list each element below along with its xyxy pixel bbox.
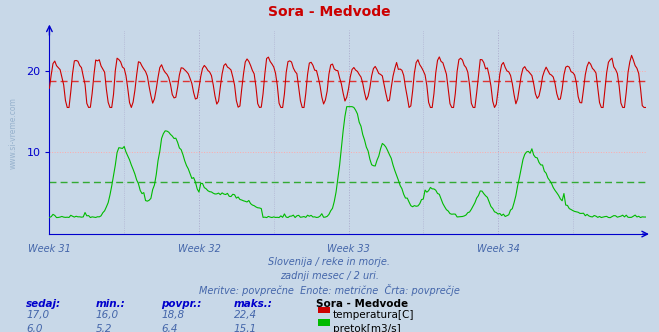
Text: 18,8: 18,8 — [161, 310, 185, 320]
Text: www.si-vreme.com: www.si-vreme.com — [9, 97, 18, 169]
Text: Week 32: Week 32 — [177, 244, 220, 254]
Text: 6,0: 6,0 — [26, 324, 43, 332]
Text: Slovenija / reke in morje.: Slovenija / reke in morje. — [268, 257, 391, 267]
Text: pretok[m3/s]: pretok[m3/s] — [333, 324, 401, 332]
Text: Week 33: Week 33 — [327, 244, 370, 254]
Text: Meritve: povprečne  Enote: metrične  Črta: povprečje: Meritve: povprečne Enote: metrične Črta:… — [199, 284, 460, 296]
Text: Week 34: Week 34 — [476, 244, 519, 254]
Text: zadnji mesec / 2 uri.: zadnji mesec / 2 uri. — [280, 271, 379, 281]
Text: 15,1: 15,1 — [234, 324, 257, 332]
Text: Sora - Medvode: Sora - Medvode — [316, 299, 409, 309]
Text: povpr.:: povpr.: — [161, 299, 202, 309]
Text: maks.:: maks.: — [234, 299, 273, 309]
Text: Sora - Medvode: Sora - Medvode — [268, 5, 391, 19]
Text: 16,0: 16,0 — [96, 310, 119, 320]
Text: min.:: min.: — [96, 299, 125, 309]
Text: 6,4: 6,4 — [161, 324, 178, 332]
Text: 5,2: 5,2 — [96, 324, 112, 332]
Text: temperatura[C]: temperatura[C] — [333, 310, 415, 320]
Text: 22,4: 22,4 — [234, 310, 257, 320]
Text: sedaj:: sedaj: — [26, 299, 61, 309]
Text: Week 31: Week 31 — [28, 244, 71, 254]
Text: 17,0: 17,0 — [26, 310, 49, 320]
